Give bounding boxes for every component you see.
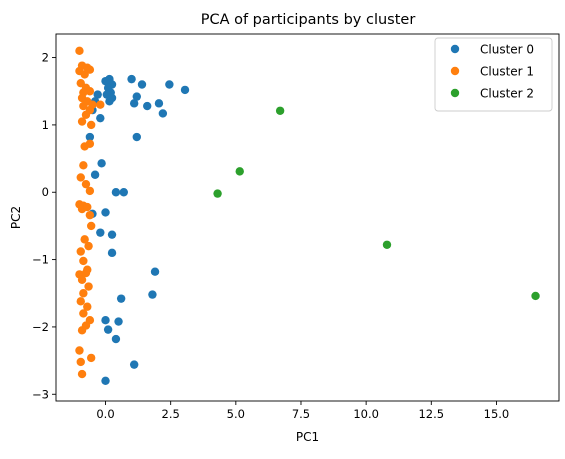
data-point-cluster-0	[155, 99, 163, 107]
data-point-cluster-1	[79, 161, 87, 169]
legend-marker	[451, 67, 459, 75]
data-point-cluster-1	[86, 87, 94, 95]
chart-title: PCA of participants by cluster	[201, 12, 416, 28]
x-tick-label: 12.5	[418, 407, 444, 421]
x-axis-label: PC1	[296, 430, 319, 444]
data-point-cluster-0	[114, 317, 122, 325]
data-point-cluster-0	[165, 80, 173, 88]
data-point-cluster-2	[276, 107, 284, 115]
data-point-cluster-0	[130, 99, 138, 107]
data-point-cluster-1	[86, 187, 94, 195]
y-tick-label: −1	[32, 253, 49, 267]
data-point-cluster-0	[151, 268, 159, 276]
data-point-cluster-1	[82, 269, 90, 277]
x-tick-label: 2.5	[162, 407, 180, 421]
data-point-cluster-1	[87, 222, 95, 230]
x-tick-label: 7.5	[292, 407, 310, 421]
y-axis: −3 −2 −1 0 1 2	[32, 51, 56, 402]
data-point-cluster-0	[96, 228, 104, 236]
data-point-cluster-0	[148, 290, 156, 298]
data-point-cluster-1	[83, 203, 91, 211]
y-tick-label: −3	[32, 387, 49, 401]
data-point-cluster-1	[79, 289, 87, 297]
legend-label: Cluster 2	[480, 87, 534, 101]
data-point-cluster-1	[78, 370, 86, 378]
data-point-cluster-0	[138, 80, 146, 88]
data-point-cluster-0	[101, 208, 109, 216]
data-point-cluster-0	[101, 316, 109, 324]
data-point-cluster-1	[77, 247, 85, 255]
y-tick-label: 0	[42, 185, 49, 199]
x-tick-label: 10.0	[353, 407, 379, 421]
data-point-cluster-1	[79, 309, 87, 317]
data-point-cluster-1	[75, 47, 83, 55]
data-point-cluster-1	[86, 65, 94, 73]
data-point-cluster-0	[159, 109, 167, 117]
chart-legend: Cluster 0 Cluster 1 Cluster 2	[435, 38, 552, 111]
x-tick-label: 15.0	[484, 407, 510, 421]
legend-marker	[451, 45, 459, 53]
data-point-cluster-0	[101, 377, 109, 385]
data-point-cluster-0	[96, 114, 104, 122]
data-point-cluster-0	[181, 86, 189, 94]
data-point-cluster-1	[96, 101, 104, 109]
data-point-cluster-1	[78, 117, 86, 125]
data-point-cluster-1	[86, 140, 94, 148]
y-axis-label: PC2	[9, 206, 23, 229]
legend-label: Cluster 1	[480, 65, 534, 79]
y-tick-label: 1	[42, 118, 49, 132]
data-point-cluster-1	[75, 346, 83, 354]
data-point-cluster-0	[143, 102, 151, 110]
data-point-cluster-2	[383, 241, 391, 249]
y-tick-label: −2	[32, 320, 49, 334]
data-point-cluster-1	[77, 358, 85, 366]
data-point-cluster-2	[531, 292, 539, 300]
x-tick-label: 5.0	[227, 407, 245, 421]
data-point-cluster-2	[236, 167, 244, 175]
legend-label: Cluster 0	[480, 43, 534, 57]
data-point-cluster-0	[117, 294, 125, 302]
data-point-cluster-1	[87, 354, 95, 362]
data-point-cluster-1	[79, 257, 87, 265]
x-axis: 0.0 2.5 5.0 7.5 10.0 12.5 15.0	[96, 401, 509, 421]
y-tick-label: 2	[42, 51, 49, 65]
data-point-cluster-1	[86, 211, 94, 219]
data-point-cluster-2	[213, 189, 221, 197]
data-point-cluster-1	[84, 282, 92, 290]
data-point-cluster-0	[108, 94, 116, 102]
data-point-cluster-0	[108, 230, 116, 238]
data-point-cluster-1	[87, 121, 95, 129]
data-point-cluster-1	[84, 242, 92, 250]
data-point-cluster-1	[77, 173, 85, 181]
data-point-cluster-0	[104, 325, 112, 333]
data-point-cluster-0	[108, 249, 116, 257]
legend-marker	[451, 89, 459, 97]
data-point-cluster-0	[97, 159, 105, 167]
data-point-cluster-0	[112, 188, 120, 196]
data-point-cluster-1	[78, 326, 86, 334]
data-point-cluster-0	[130, 360, 138, 368]
data-point-cluster-0	[91, 171, 99, 179]
data-point-cluster-0	[133, 133, 141, 141]
x-tick-label: 0.0	[96, 407, 114, 421]
data-point-cluster-0	[120, 188, 128, 196]
data-point-cluster-0	[127, 75, 135, 83]
data-point-cluster-1	[77, 297, 85, 305]
data-point-cluster-0	[112, 335, 120, 343]
